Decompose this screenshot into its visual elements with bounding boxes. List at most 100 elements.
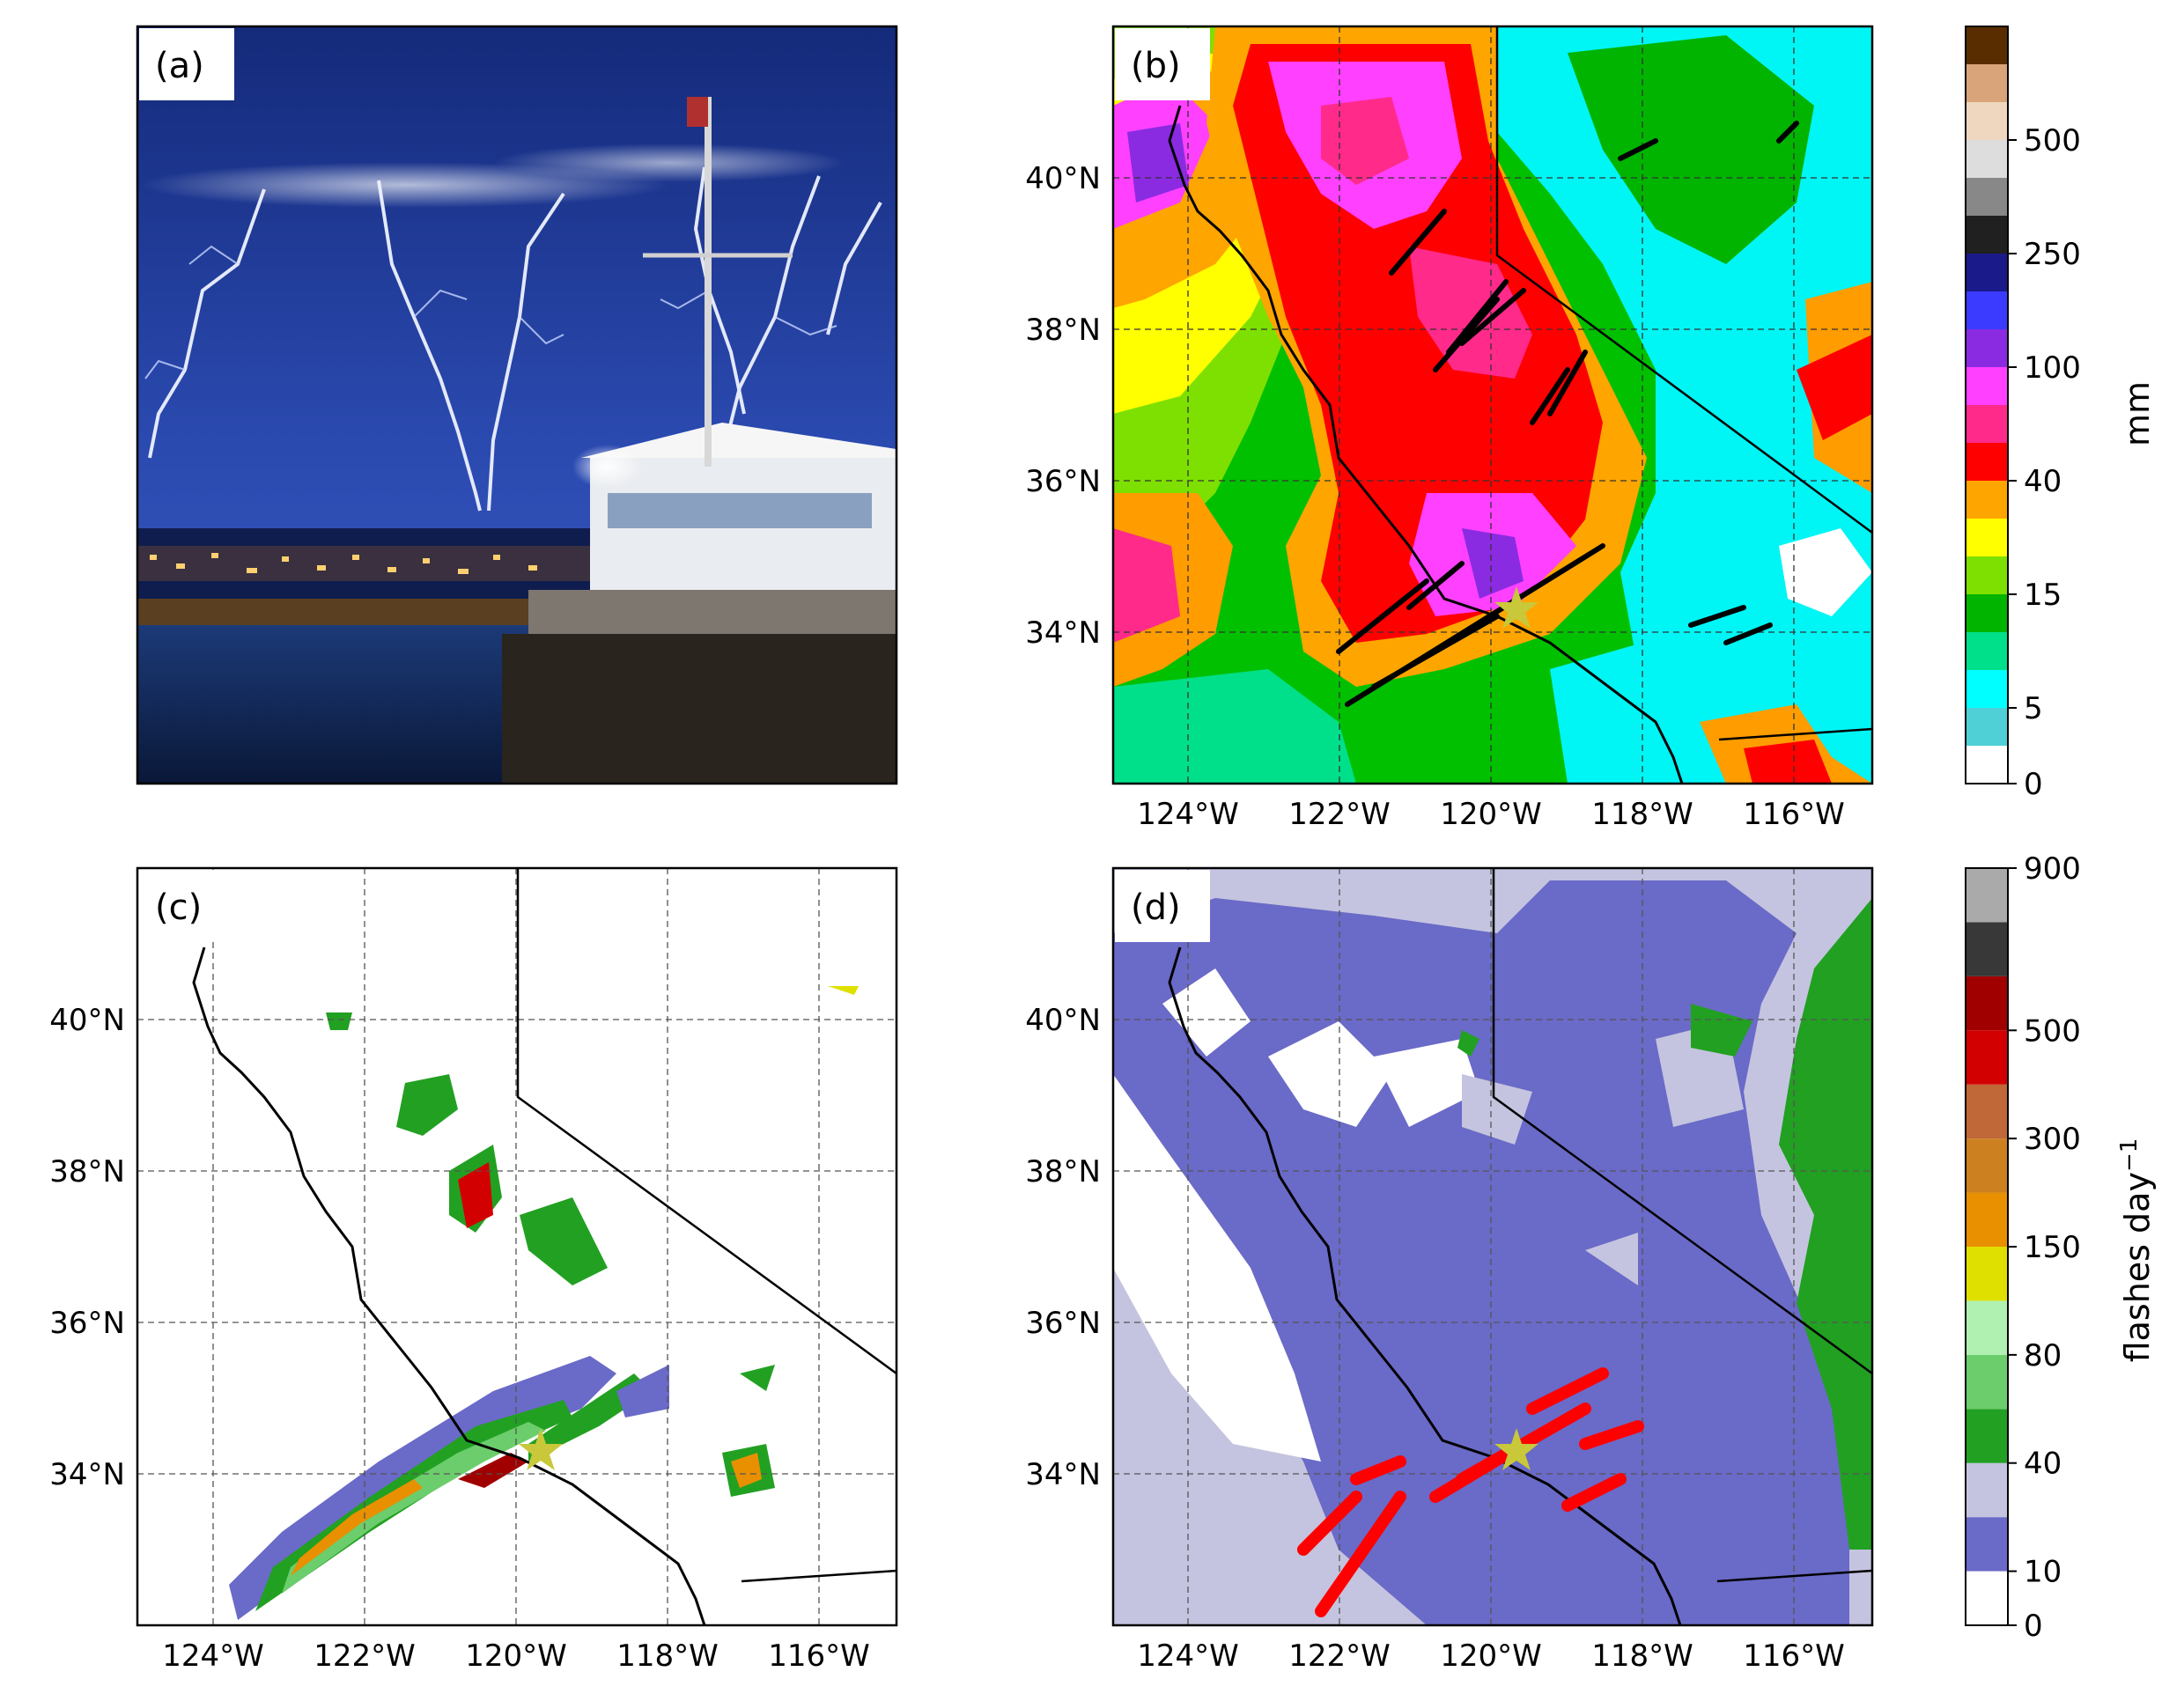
colorbar-segment <box>1966 632 2008 670</box>
lon-tick: 122°W <box>1288 1638 1391 1674</box>
lightning-obs-map <box>1113 868 1872 1625</box>
colorbar-tick-label: 5 <box>2024 691 2043 726</box>
panel-b-lon-ticks: 124°W 122°W 120°W 118°W 116°W <box>1137 797 1845 832</box>
panel-b-lat-ticks: 40°N 38°N 36°N 34°N <box>1025 161 1101 651</box>
colorbar-tick-label: 0 <box>2024 1609 2043 1644</box>
colorbar-segment <box>1966 519 2008 556</box>
colorbar-segment <box>1966 140 2008 178</box>
colorbar-tick-label: 15 <box>2024 578 2062 613</box>
colorbar-segment <box>1966 976 2008 1031</box>
lightning-photo <box>137 26 896 784</box>
panel-a: (a) <box>136 25 898 785</box>
lon-tick: 122°W <box>314 1638 416 1674</box>
panel-d-lon-ticks: 124°W 122°W 120°W 118°W 116°W <box>1137 1638 1845 1674</box>
star-marker <box>519 1428 563 1470</box>
colorbar-segment <box>1966 556 2008 594</box>
colorbar-segment <box>1966 291 2008 329</box>
colorbar-frame <box>1965 26 2009 784</box>
lat-tick: 38°N <box>49 1154 125 1189</box>
colorbar-segment <box>1966 64 2008 102</box>
lightning-model-map <box>137 868 896 1625</box>
lat-tick: 40°N <box>49 1003 125 1038</box>
precip-colorbar: 0 5 15 40 100 250 500 <box>1965 26 2081 802</box>
lon-tick: 118°W <box>616 1638 719 1674</box>
colorbar-segment <box>1966 1138 2008 1193</box>
lat-tick: 34°N <box>1025 615 1101 651</box>
panel-c-label: (c) <box>155 887 202 928</box>
axis-labels: 40°N 38°N 36°N 34°N 124°W 122°W 120°W 11… <box>49 161 1844 1674</box>
colorbar-tick-label: 100 <box>2024 350 2081 386</box>
colorbar-segment <box>1966 26 2008 64</box>
colorbar-tick-label: 500 <box>2024 123 2081 158</box>
colorbar-segment <box>1966 708 2008 746</box>
lon-tick: 124°W <box>162 1638 264 1674</box>
lon-tick: 122°W <box>1288 797 1391 832</box>
colorbar-tick-label: 40 <box>2024 464 2062 499</box>
panel-b: (b) <box>1111 25 1874 785</box>
lon-tick: 120°W <box>465 1638 567 1674</box>
lat-tick: 40°N <box>1025 161 1101 196</box>
lon-tick: 124°W <box>1137 797 1239 832</box>
flash-tracks <box>1336 121 1799 707</box>
panel-c-lat-ticks: 40°N 38°N 36°N 34°N <box>49 1003 125 1492</box>
colorbar-tick-label: 0 <box>2024 767 2043 802</box>
lon-tick: 120°W <box>1440 1638 1542 1674</box>
colorbar-segment <box>1966 254 2008 291</box>
colorbar-segment <box>1966 1354 2008 1410</box>
panel-d: (d) <box>1111 866 1874 1627</box>
colorbar-segment <box>1966 1462 2008 1518</box>
lon-tick: 124°W <box>1137 1638 1239 1674</box>
panel-d-lat-ticks: 40°N 38°N 36°N 34°N <box>1025 1003 1101 1492</box>
colorbar-segment <box>1966 367 2008 405</box>
lat-tick: 36°N <box>49 1306 125 1341</box>
lightning-colorbar-label: flashes day−1 <box>2116 1138 2157 1363</box>
colorbar-segment <box>1966 1517 2008 1572</box>
colorbar-segment <box>1966 746 2008 784</box>
colorbar-segment <box>1966 1571 2008 1625</box>
colorbar-tick-label: 80 <box>2024 1338 2062 1373</box>
lon-tick: 118°W <box>1591 1638 1693 1674</box>
colorbar-segment <box>1966 868 2008 923</box>
lon-tick: 120°W <box>1440 797 1542 832</box>
panel-b-label: (b) <box>1131 46 1181 86</box>
lon-tick: 116°W <box>1743 797 1845 832</box>
colorbar-segment <box>1966 1409 2008 1463</box>
colorbar-segment <box>1966 443 2008 481</box>
lat-tick: 36°N <box>1025 1306 1101 1341</box>
lat-tick: 34°N <box>1025 1457 1101 1492</box>
lon-tick: 116°W <box>1743 1638 1845 1674</box>
colorbar-segment <box>1966 1084 2008 1139</box>
panel-c: (c) <box>136 866 898 1627</box>
panel-a-label: (a) <box>155 46 204 86</box>
lat-tick: 40°N <box>1025 1003 1101 1038</box>
colorbar-tick-label: 10 <box>2024 1555 2062 1590</box>
panel-c-lon-ticks: 124°W 122°W 120°W 118°W 116°W <box>162 1638 870 1674</box>
colorbar-segment <box>1966 1030 2008 1085</box>
colorbar-tick-label: 900 <box>2024 851 2081 887</box>
colorbar-segment <box>1966 670 2008 708</box>
colorbar-tick-label: 250 <box>2024 237 2081 272</box>
colorbar-segment <box>1966 594 2008 632</box>
lat-tick: 36°N <box>1025 464 1101 499</box>
colorbar-tick-label: 150 <box>2024 1230 2081 1265</box>
colorbar-segment <box>1966 102 2008 140</box>
colorbar-segment <box>1966 216 2008 254</box>
panel-d-label: (d) <box>1131 887 1181 928</box>
precipitation-map <box>1113 26 1872 784</box>
colorbar-tick-label: 500 <box>2024 1013 2081 1049</box>
colorbar-segment <box>1966 481 2008 519</box>
lightning-unit-exponent: −1 <box>2116 1138 2143 1172</box>
lightning-unit: flashes day <box>2118 1172 2157 1362</box>
star-marker <box>1494 1428 1538 1470</box>
lon-tick: 118°W <box>1591 797 1693 832</box>
colorbar-segment <box>1966 329 2008 367</box>
lat-tick: 38°N <box>1025 313 1101 348</box>
lightning-colorbar: 0 10 40 80 150 300 500 900 <box>1965 851 2081 1644</box>
lat-tick: 34°N <box>49 1457 125 1492</box>
colorbar-segment <box>1966 1192 2008 1247</box>
lat-tick: 38°N <box>1025 1154 1101 1189</box>
precip-colorbar-label: mm <box>2118 381 2157 446</box>
star-marker <box>1494 586 1538 629</box>
colorbar-tick-label: 300 <box>2024 1122 2081 1157</box>
